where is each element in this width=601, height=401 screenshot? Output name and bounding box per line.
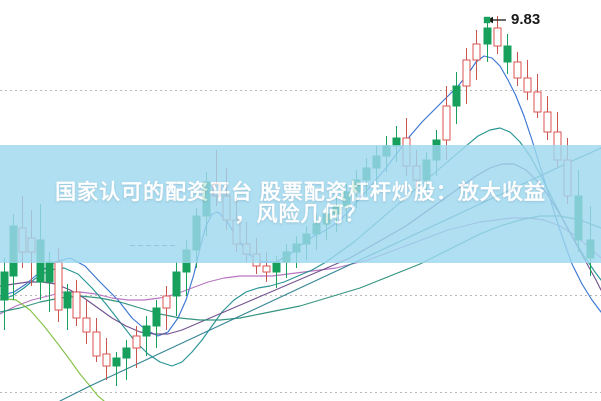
candle-body — [54, 261, 63, 311]
candlestick — [0, 258, 9, 330]
candle-body — [503, 45, 512, 63]
candlestick — [72, 280, 81, 326]
candlestick — [102, 338, 111, 380]
candle-body — [152, 307, 161, 327]
candlestick — [513, 52, 522, 86]
candlestick — [543, 96, 552, 140]
candlestick — [172, 262, 181, 316]
candle-body — [0, 271, 9, 301]
candle-body — [92, 331, 101, 357]
ma-line-ma20 — [0, 127, 601, 367]
candle-body — [462, 59, 471, 87]
annotation-target-marker — [483, 16, 491, 24]
candle-body — [472, 43, 481, 61]
candle-body — [45, 261, 54, 283]
candle-body — [172, 271, 181, 297]
candle-body — [142, 325, 151, 337]
candle-body — [122, 347, 131, 359]
candlestick — [142, 316, 151, 356]
candle-body — [102, 353, 111, 367]
promo-text-band: 国家认可的配资平台 股票配资杠杆炒股：放大收益 ，风险几何？ — [0, 145, 601, 263]
candlestick — [82, 300, 91, 344]
candlestick — [63, 284, 72, 330]
candle-body — [82, 317, 91, 333]
promo-headline-line2: ，风险几何？ — [234, 203, 367, 226]
candle-body — [272, 261, 281, 273]
candlestick — [112, 352, 121, 386]
candle-body — [513, 61, 522, 79]
candle-body — [442, 105, 451, 141]
candle-body — [523, 77, 532, 93]
ma-line-ma120 — [0, 297, 105, 401]
candlestick — [132, 326, 141, 368]
candlestick — [122, 340, 131, 380]
candle-body — [452, 85, 461, 107]
candlestick — [503, 34, 512, 74]
candle-body — [533, 91, 542, 113]
candlestick — [462, 48, 471, 104]
candle-body — [72, 291, 81, 319]
candlestick — [162, 286, 171, 330]
candle-body — [262, 265, 271, 273]
price-annotation-label: 9.83 — [511, 11, 541, 28]
candle-body — [132, 335, 141, 349]
candle-body — [112, 357, 121, 367]
candle-body — [483, 27, 492, 45]
candlestick — [472, 30, 481, 80]
candlestick — [533, 74, 542, 118]
candlestick — [92, 318, 101, 362]
candlestick — [452, 72, 461, 124]
candle-body — [162, 295, 171, 309]
promo-headline-line1: 国家认可的配资平台 股票配资杠杆炒股：放大收益 — [55, 180, 546, 204]
candle-body — [63, 291, 72, 309]
candlestick — [523, 60, 532, 100]
candle-body — [493, 27, 502, 47]
annotation-arrow-group — [483, 16, 506, 24]
candlestick — [152, 300, 161, 348]
candle-body — [543, 111, 552, 133]
candlestick — [483, 20, 492, 62]
candlestick — [493, 16, 502, 54]
